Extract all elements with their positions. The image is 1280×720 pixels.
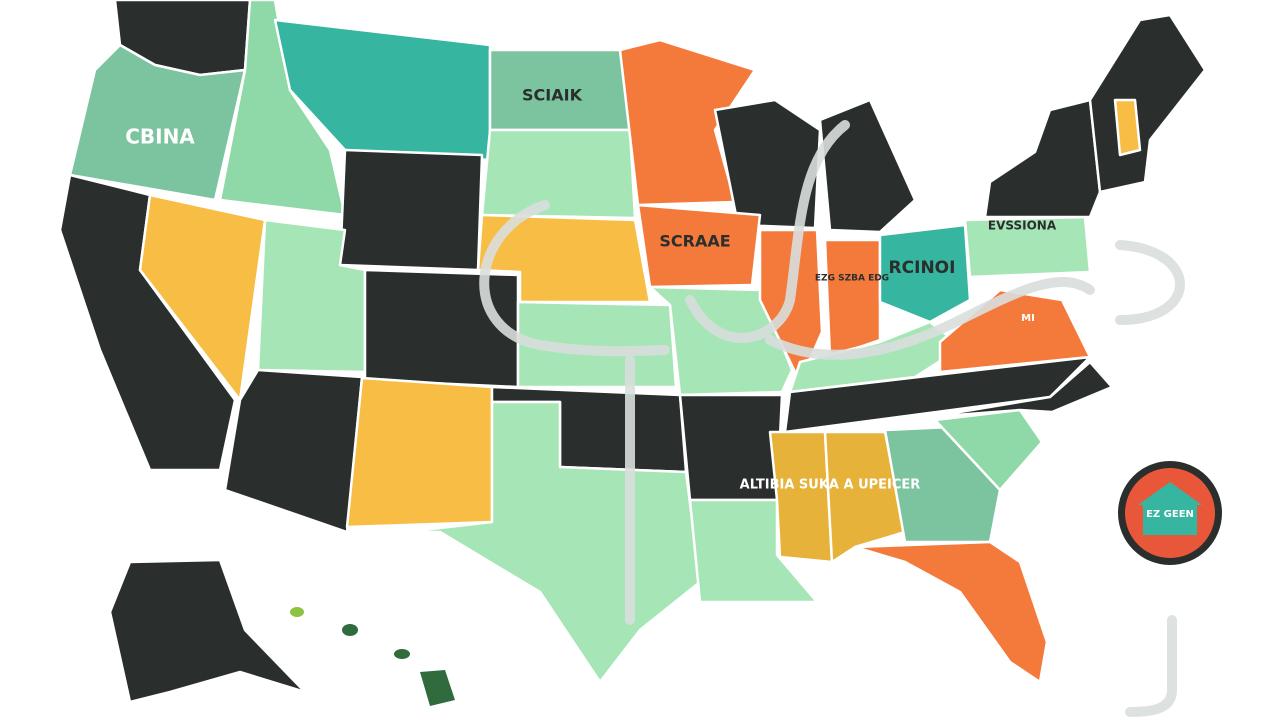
state: [338, 148, 484, 272]
hawaii-island: [290, 607, 304, 617]
state: [223, 368, 364, 534]
state: [636, 203, 762, 289]
state: [823, 238, 882, 359]
state: [480, 128, 637, 220]
state-label: EZG SZBA EDG: [815, 274, 889, 284]
hawaii-island: [420, 670, 455, 706]
state: [345, 376, 494, 529]
state: [1088, 13, 1207, 194]
state: [1113, 98, 1142, 157]
route: [765, 277, 1095, 360]
state-label: ALTIBIA SUKA A UPEICER: [740, 478, 921, 493]
state: [688, 498, 819, 604]
state: [68, 43, 247, 202]
state: [516, 300, 678, 389]
badge-roof: [1138, 482, 1202, 505]
state: [363, 268, 520, 389]
state: [878, 223, 972, 324]
state-labels: CBINA SCIAIK SCRAAE RCINOI EVSSIONA EZG …: [125, 86, 1057, 493]
state: [218, 0, 347, 217]
state: [818, 98, 917, 234]
state: [853, 540, 1049, 684]
state-label: EVSSIONA: [988, 219, 1057, 233]
route: [1125, 615, 1177, 717]
route: [479, 200, 670, 357]
state-label: CBINA: [125, 125, 195, 149]
state-label: RCINOI: [889, 258, 956, 278]
state: [768, 430, 834, 564]
state: [823, 430, 907, 564]
state: [928, 360, 1114, 419]
state: [713, 98, 822, 230]
route: [1115, 240, 1185, 325]
state: [983, 98, 1102, 219]
states: [58, 0, 1207, 706]
state-label: SCRAAE: [659, 232, 730, 251]
route-lines: [479, 120, 1185, 717]
state-label: SCIAIK: [522, 86, 583, 105]
badge-house: [1143, 505, 1197, 535]
hawaii-island: [342, 624, 358, 636]
hawaii-island: [394, 649, 410, 659]
badge: EZ GEEN: [1118, 461, 1222, 565]
state-label: MI: [1021, 313, 1035, 324]
alaska: [108, 558, 307, 704]
badge-label: EZ GEEN: [1146, 509, 1194, 520]
route: [685, 120, 850, 343]
